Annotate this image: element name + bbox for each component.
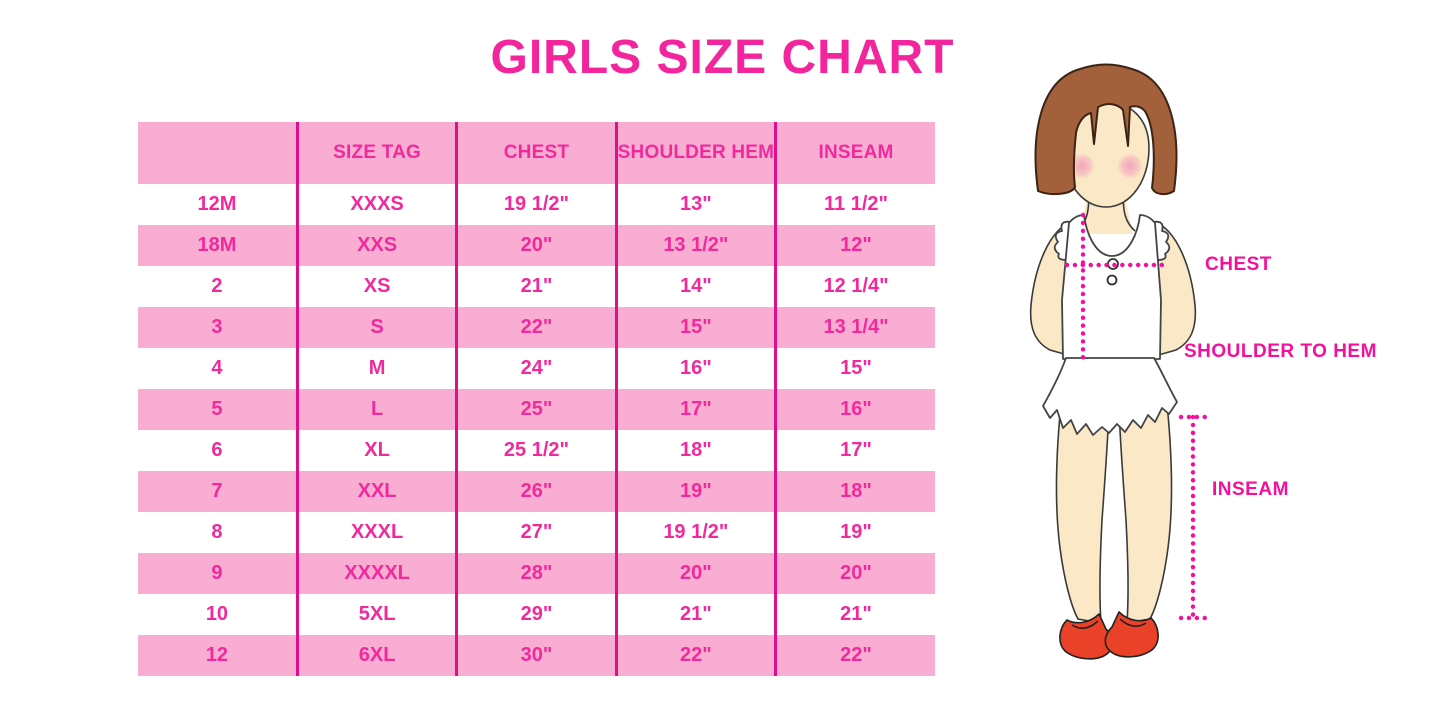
table-cell: 24" xyxy=(455,348,617,389)
table-cell: 5XL xyxy=(295,594,457,635)
table-cell: 22" xyxy=(774,635,935,676)
column-header-shoulder-hem: SHOULDER HEM xyxy=(614,122,776,184)
size-table: SIZE TAG CHEST SHOULDER HEM INSEAM 12M XX… xyxy=(138,122,935,676)
shoulder-to-hem-label: SHOULDER TO HEM xyxy=(1184,341,1377,362)
girl-illustration xyxy=(1029,63,1209,660)
table-cell: 22" xyxy=(455,307,617,348)
table-cell: 20" xyxy=(614,553,776,594)
girl-cheek-left xyxy=(1069,153,1095,179)
table-cell: M xyxy=(295,348,457,389)
table-cell: 17" xyxy=(614,389,776,430)
table-cell: 14" xyxy=(614,266,776,307)
table-cell: 21" xyxy=(455,266,617,307)
table-cell: 6 xyxy=(138,430,298,471)
table-cell: 12 xyxy=(138,635,298,676)
table-cell: 19 1/2" xyxy=(614,512,776,553)
table-cell: 12 1/4" xyxy=(774,266,935,307)
table-cell: L xyxy=(295,389,457,430)
table-cell: 9 xyxy=(138,553,298,594)
table-cell: 5 xyxy=(138,389,298,430)
table-row: 3 S 22" 15" 13 1/4" xyxy=(138,307,935,348)
header-row: SIZE TAG CHEST SHOULDER HEM INSEAM xyxy=(138,122,935,184)
top-button-2 xyxy=(1106,274,1118,286)
column-header-inseam: INSEAM xyxy=(774,122,935,184)
table-cell: XXXL xyxy=(295,512,457,553)
table-row: 7 XXL 26" 19" 18" xyxy=(138,471,935,512)
table-cell: 4 xyxy=(138,348,298,389)
table-cell: 8 xyxy=(138,512,298,553)
table-cell: 25 1/2" xyxy=(455,430,617,471)
table-row: 12M XXXS 19 1/2" 13" 11 1/2" xyxy=(138,184,935,225)
page-title: GIRLS SIZE CHART xyxy=(490,31,955,84)
chest-label: CHEST xyxy=(1205,254,1272,275)
table-cell: 13" xyxy=(614,184,776,225)
table-cell: 19" xyxy=(614,471,776,512)
column-header-size-tag: SIZE TAG xyxy=(295,122,457,184)
column-header-blank xyxy=(138,122,298,184)
table-cell: 15" xyxy=(774,348,935,389)
table-cell: 25" xyxy=(455,389,617,430)
table-cell: 13 1/4" xyxy=(774,307,935,348)
table-cell: 29" xyxy=(455,594,617,635)
table-cell: 30" xyxy=(455,635,617,676)
table-cell: 22" xyxy=(614,635,776,676)
table-row: 12 6XL 30" 22" 22" xyxy=(138,635,935,676)
table-cell: 12M xyxy=(138,184,298,225)
table-cell: 18M xyxy=(138,225,298,266)
girl-skirt xyxy=(1042,357,1178,436)
table-row: 8 XXXL 27" 19 1/2" 19" xyxy=(138,512,935,553)
table-cell: 12" xyxy=(774,225,935,266)
size-table-header: SIZE TAG CHEST SHOULDER HEM INSEAM xyxy=(138,122,935,184)
column-header-chest: CHEST xyxy=(455,122,617,184)
table-cell: 20" xyxy=(774,553,935,594)
table-cell: 19" xyxy=(774,512,935,553)
table-cell: 19 1/2" xyxy=(455,184,617,225)
table-row: 6 XL 25 1/2" 18" 17" xyxy=(138,430,935,471)
size-table-body: 12M XXXS 19 1/2" 13" 11 1/2" 18M XXS 20" 13 1/2"… xyxy=(138,184,935,676)
table-cell: 27" xyxy=(455,512,617,553)
table-cell: 2 xyxy=(138,266,298,307)
girl-top xyxy=(1053,214,1171,360)
table-cell: 21" xyxy=(774,594,935,635)
table-cell: 7 xyxy=(138,471,298,512)
table-row: 5 L 25" 17" 16" xyxy=(138,389,935,430)
table-cell: 16" xyxy=(774,389,935,430)
table-cell: 20" xyxy=(455,225,617,266)
table-cell: 6XL xyxy=(295,635,457,676)
girl-shoes xyxy=(1059,611,1159,660)
table-row: 10 5XL 29" 21" 21" xyxy=(138,594,935,635)
table-cell: 11 1/2" xyxy=(774,184,935,225)
table-row: 9 XXXXL 28" 20" 20" xyxy=(138,553,935,594)
table-cell: S xyxy=(295,307,457,348)
table-cell: 21" xyxy=(614,594,776,635)
table-cell: 18" xyxy=(614,430,776,471)
table-cell: 18" xyxy=(774,471,935,512)
table-row: 4 M 24" 16" 15" xyxy=(138,348,935,389)
size-chart-table: SIZE TAG CHEST SHOULDER HEM INSEAM 12M XX… xyxy=(138,122,935,676)
table-cell: XXXS xyxy=(295,184,457,225)
table-cell: XXS xyxy=(295,225,457,266)
table-cell: 3 xyxy=(138,307,298,348)
table-cell: 15" xyxy=(614,307,776,348)
table-cell: 10 xyxy=(138,594,298,635)
table-cell: XL xyxy=(295,430,457,471)
table-cell: 17" xyxy=(774,430,935,471)
table-cell: XS xyxy=(295,266,457,307)
table-cell: 26" xyxy=(455,471,617,512)
table-cell: 16" xyxy=(614,348,776,389)
table-row: 2 XS 21" 14" 12 1/4" xyxy=(138,266,935,307)
table-cell: 13 1/2" xyxy=(614,225,776,266)
table-cell: XXL xyxy=(295,471,457,512)
table-row: 18M XXS 20" 13 1/2" 12" xyxy=(138,225,935,266)
table-cell: XXXXL xyxy=(295,553,457,594)
measurement-figure: CHEST SHOULDER TO HEM INSEAM xyxy=(1005,60,1445,710)
girl-cheek-right xyxy=(1117,153,1143,179)
table-cell: 28" xyxy=(455,553,617,594)
inseam-label: INSEAM xyxy=(1212,479,1289,500)
girl-hair xyxy=(1034,63,1178,196)
